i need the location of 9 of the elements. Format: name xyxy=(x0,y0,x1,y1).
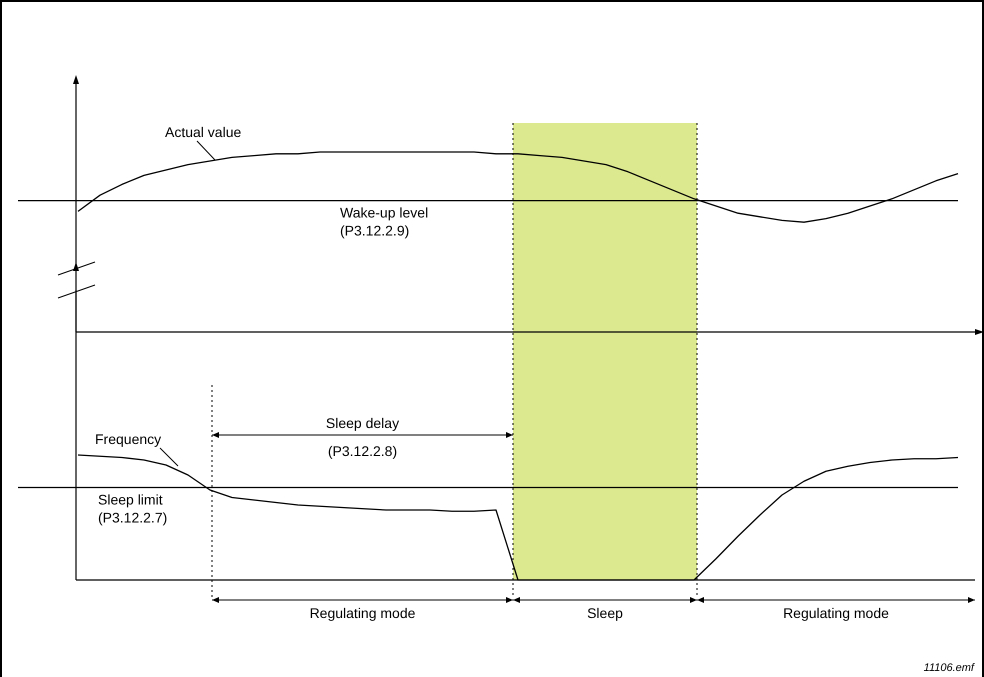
text: Sleep xyxy=(587,605,624,621)
ref-line-label: Sleep limit (P3.12.2.7) xyxy=(98,492,168,526)
text: Regulating mode xyxy=(783,605,890,621)
ref-line-label: Wake-up level (P3.12.2.9) xyxy=(340,204,428,239)
series-label: Actual value xyxy=(165,124,242,140)
text: 11106.emf xyxy=(924,662,975,674)
text: Regulating mode xyxy=(310,605,416,621)
series-label: Frequency xyxy=(95,431,162,447)
annotation: Sleep delay (P3.12.2.8) xyxy=(326,415,400,459)
